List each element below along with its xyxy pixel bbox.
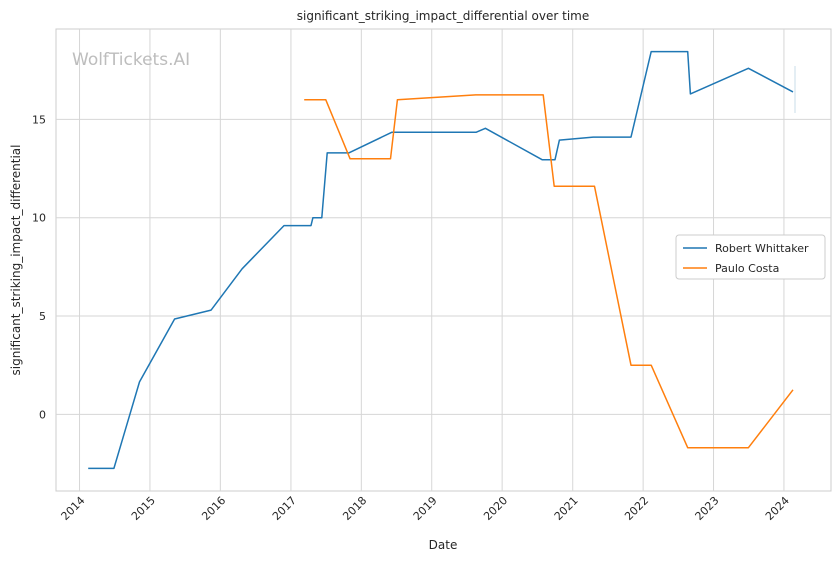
y-tick-label: 5	[39, 310, 46, 323]
legend-label-paulo-costa: Paulo Costa	[715, 262, 779, 275]
y-tick-label: 0	[39, 408, 46, 421]
y-axis-label: significant_striking_impact_differential	[9, 145, 23, 376]
x-tick-label: 2016	[199, 494, 228, 523]
series-lines	[88, 50, 794, 470]
x-tick-label: 2017	[270, 494, 299, 523]
watermark: WolfTickets.AI	[72, 50, 190, 70]
legend-box	[675, 234, 826, 280]
legend: Robert Whittaker Paulo Costa	[675, 234, 826, 280]
ticks: 2014 2015 2016 2017 2018 2019 2020 2021 2022 2023…	[32, 113, 792, 523]
x-tick-label: 2018	[340, 494, 369, 523]
y-tick-label: 10	[32, 212, 46, 225]
legend-label-robert-whittaker: Robert Whittaker	[715, 242, 809, 255]
x-tick-label: 2024	[763, 494, 792, 523]
series-line-robert-whittaker	[88, 50, 794, 470]
x-axis-label: Date	[429, 538, 458, 552]
x-tick-label: 2015	[129, 494, 158, 523]
x-tick-label: 2020	[481, 494, 510, 523]
y-tick-label: 15	[32, 113, 46, 126]
x-tick-label: 2014	[59, 494, 88, 523]
x-tick-label: 2019	[411, 494, 440, 523]
chart-title: significant_striking_impact_differential…	[297, 9, 589, 23]
x-tick-label: 2022	[622, 494, 651, 523]
series-line-paulo-costa	[304, 94, 794, 449]
x-tick-label: 2023	[693, 494, 722, 523]
x-tick-label: 2021	[552, 494, 581, 523]
